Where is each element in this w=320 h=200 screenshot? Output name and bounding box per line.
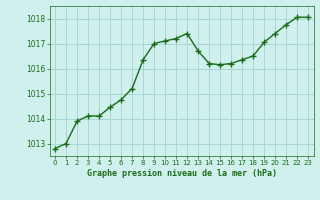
X-axis label: Graphe pression niveau de la mer (hPa): Graphe pression niveau de la mer (hPa) (87, 169, 276, 178)
